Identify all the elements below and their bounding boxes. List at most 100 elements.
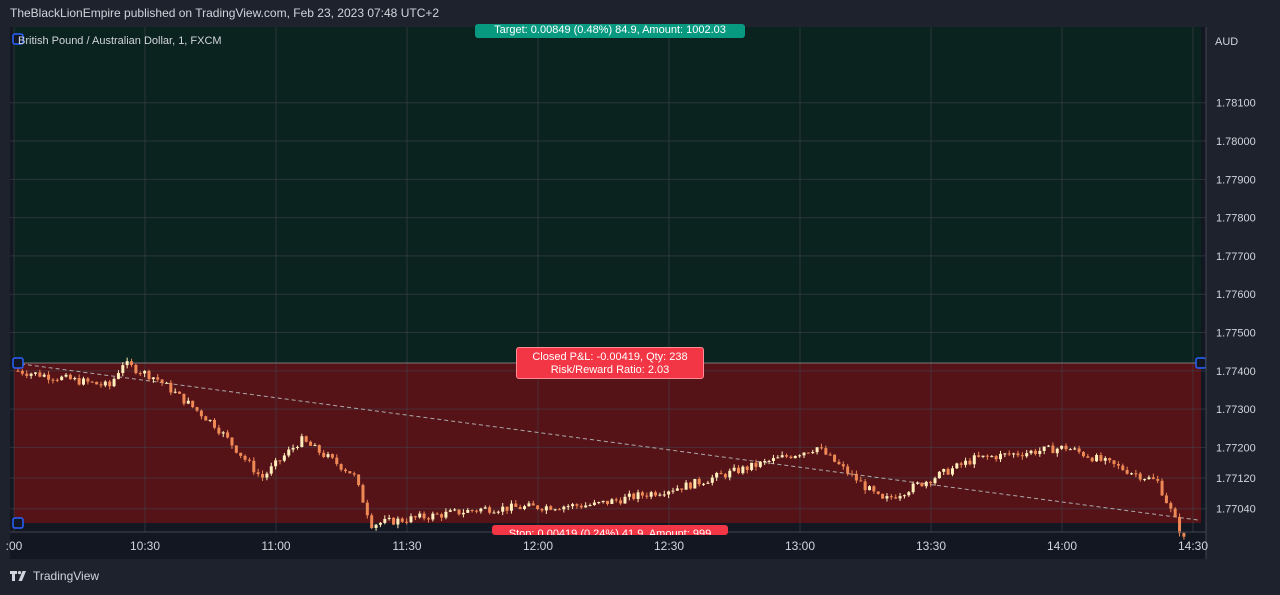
candle-body — [51, 379, 55, 381]
candle-body — [697, 478, 701, 485]
candle-body — [981, 455, 985, 457]
candle-body — [326, 454, 330, 457]
candle-body — [488, 507, 492, 513]
candle-body — [344, 469, 347, 472]
chart-title: British Pound / Australian Dollar, 1, FX… — [18, 35, 222, 47]
candle-body — [994, 456, 998, 460]
candle-body — [518, 507, 522, 510]
candle-body — [208, 419, 212, 421]
candle-body — [881, 493, 885, 499]
candle-body — [837, 461, 841, 465]
candle-body — [453, 509, 457, 511]
candle-body — [610, 499, 614, 504]
candle-body — [77, 378, 81, 385]
candle-body — [566, 506, 570, 508]
candle-body — [571, 504, 575, 507]
candle-body — [426, 518, 430, 520]
candle-body — [911, 483, 915, 493]
candle-body — [924, 481, 928, 487]
candle-body — [916, 482, 920, 484]
candle-body — [1029, 450, 1033, 454]
candle-body — [1077, 448, 1081, 452]
candle-body — [920, 482, 924, 487]
candle-body — [1025, 453, 1029, 457]
time-tick-label: 11:00 — [261, 539, 290, 553]
candle-body — [544, 506, 548, 511]
candle-body — [745, 466, 749, 470]
candle-body — [640, 492, 644, 496]
candle-body — [553, 509, 557, 511]
candle-body — [440, 514, 444, 518]
candle-body — [291, 447, 295, 450]
candle-body — [160, 379, 164, 383]
candle-body — [902, 495, 906, 497]
candle-body — [907, 492, 911, 496]
handle-target-left[interactable] — [12, 33, 24, 45]
candle-body — [82, 378, 85, 385]
candle-body — [619, 500, 623, 504]
candle-body — [872, 486, 876, 492]
time-tick-label: 14:30 — [1178, 539, 1208, 553]
candle-body — [715, 472, 719, 478]
candle-body — [723, 474, 727, 478]
candle-body — [483, 507, 487, 509]
handle-entry-left[interactable] — [12, 357, 24, 369]
handle-stop-left[interactable] — [12, 517, 24, 529]
tradingview-logo[interactable]: TradingView — [10, 569, 99, 583]
candle-body — [230, 437, 234, 446]
candle-body — [1151, 477, 1155, 480]
candle-body — [645, 495, 649, 497]
candle-body — [461, 512, 465, 515]
candle-body — [505, 506, 509, 511]
candle-body — [479, 508, 483, 512]
candle-body — [99, 384, 103, 386]
candle-body — [409, 516, 413, 523]
candle-body — [955, 463, 959, 469]
price-axis-panel — [1206, 27, 1280, 559]
trend-dashed-line — [13, 362, 1199, 521]
candle-body — [1121, 465, 1125, 471]
candle-body — [90, 381, 94, 383]
time-tick-label: :00 — [6, 539, 23, 553]
candle-body — [130, 361, 134, 366]
price-tick-label: 1.77600 — [1216, 289, 1256, 301]
candle-body — [627, 493, 631, 497]
candle-body — [156, 377, 160, 380]
candle-body — [348, 471, 352, 474]
candle-body — [186, 400, 190, 404]
candle-body — [514, 503, 518, 508]
price-tick-label: 1.77800 — [1216, 213, 1256, 225]
candle-body — [1055, 448, 1059, 454]
candle-body — [496, 511, 500, 513]
candle-body — [33, 372, 37, 374]
candle-body — [374, 524, 378, 528]
publisher-line: TheBlackLionEmpire published on TradingV… — [10, 6, 440, 20]
candle-body — [396, 518, 400, 525]
candle-body — [1130, 473, 1133, 475]
candle-body — [680, 488, 684, 490]
candle-body — [1012, 453, 1016, 455]
price-tick-label: 1.77120 — [1216, 473, 1256, 485]
candle-body — [833, 454, 837, 462]
candle-body — [68, 374, 72, 380]
candle-body — [964, 460, 968, 465]
candle-body — [383, 518, 387, 523]
price-tick-label: 1.77400 — [1216, 366, 1256, 378]
candle-body — [754, 462, 758, 467]
candle-body — [1147, 477, 1151, 480]
candle-body — [1108, 458, 1112, 461]
candle-body — [1073, 448, 1077, 450]
candle-body — [1003, 453, 1007, 455]
candle-body — [706, 482, 710, 484]
candle-body — [435, 513, 439, 515]
candle-body — [16, 370, 20, 372]
candle-body — [239, 452, 243, 456]
candle-body — [536, 505, 540, 509]
time-tick-label: 10:30 — [130, 539, 160, 553]
time-tick-label: 12:00 — [523, 539, 553, 553]
currency-label: AUD — [1215, 36, 1238, 48]
price-tick-label: 1.77040 — [1216, 504, 1256, 516]
handle-entry-right[interactable] — [1195, 357, 1207, 369]
price-tick-label: 1.78100 — [1216, 98, 1256, 110]
